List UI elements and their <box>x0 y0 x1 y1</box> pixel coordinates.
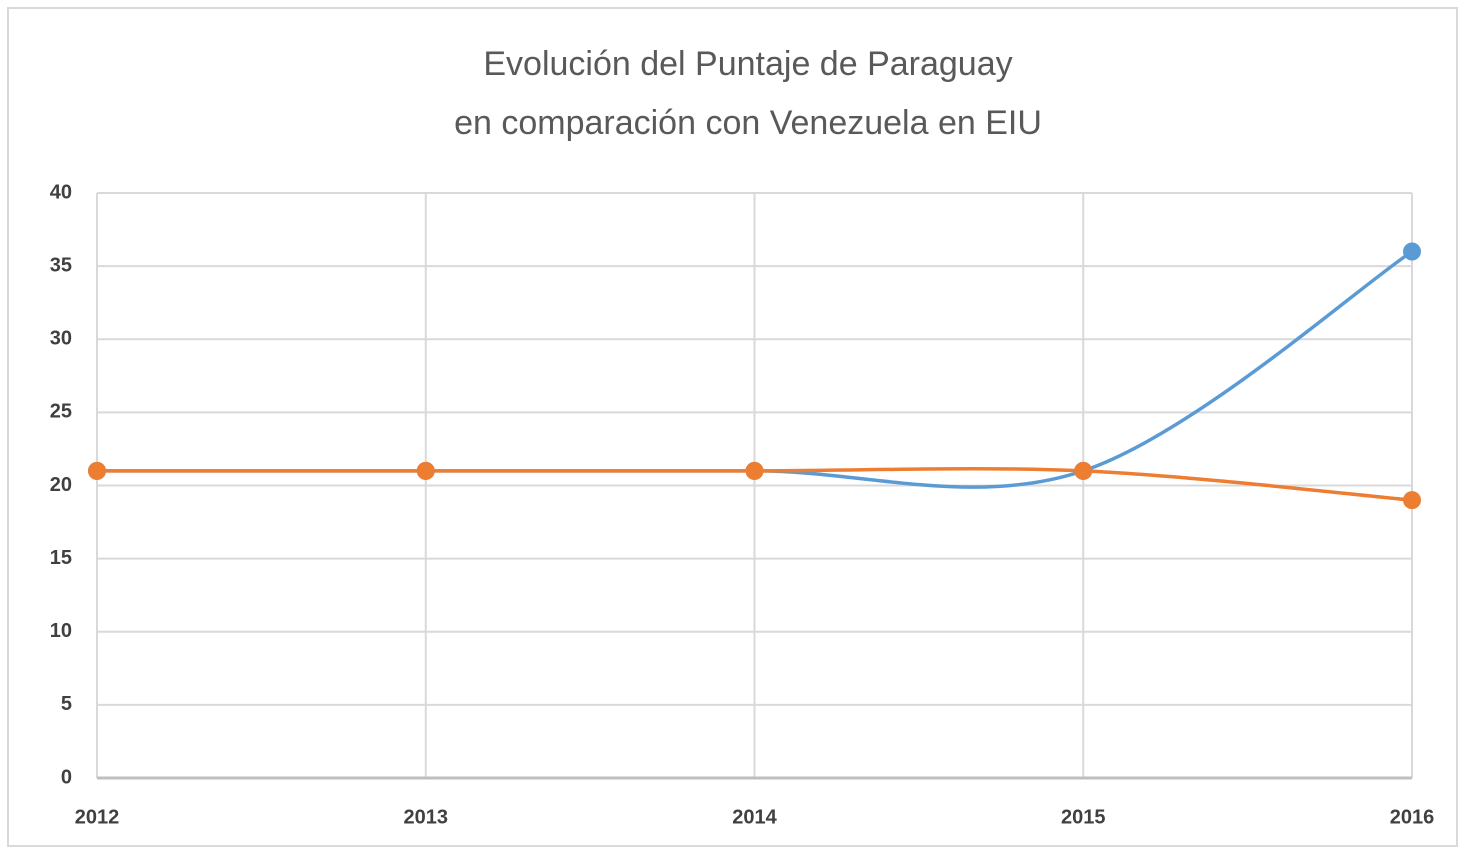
y-tick-label: 30 <box>50 328 72 350</box>
data-point <box>1074 461 1093 480</box>
x-tick-label: 2014 <box>732 806 777 828</box>
x-tick-label: 2012 <box>75 806 120 828</box>
chart-title: en comparación con Venezuela en EIU <box>454 104 1042 142</box>
y-tick-label: 15 <box>50 547 72 569</box>
data-point <box>1403 242 1421 261</box>
data-point <box>416 461 435 480</box>
y-tick-label: 20 <box>50 474 72 496</box>
x-tick-label: 2015 <box>1061 806 1106 828</box>
y-tick-label: 25 <box>50 401 72 423</box>
chart-border <box>7 7 1458 847</box>
data-point <box>745 461 764 480</box>
chart-title: Evolución del Puntaje de Paraguay <box>483 45 1012 83</box>
x-tick-label: 2013 <box>404 806 449 828</box>
y-tick-label: 5 <box>61 693 72 715</box>
x-tick-label: 2016 <box>1390 806 1435 828</box>
y-tick-label: 10 <box>50 620 72 642</box>
data-point <box>88 461 106 480</box>
y-tick-label: 35 <box>50 254 72 276</box>
data-point <box>1403 491 1421 510</box>
y-tick-label: 40 <box>50 181 72 203</box>
y-tick-label: 0 <box>61 766 72 788</box>
